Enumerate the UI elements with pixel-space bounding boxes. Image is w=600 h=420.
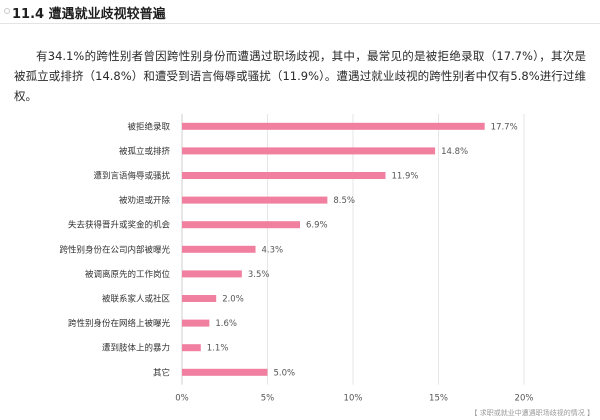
bar-chart: 0% 5% 10% 15% 20% 被拒绝录取 17.7% 被孤立或排挤 14.8% 遭到言语侮辱… (59, 114, 534, 404)
value-label: 4.3% (262, 245, 284, 255)
x-tick-label: 5% (261, 394, 275, 404)
section-title: 11.4 遭遇就业歧视较普遍 (12, 7, 166, 22)
category-label: 被孤立或排挤 (119, 146, 171, 157)
x-tick-label: 10% (344, 394, 363, 404)
value-label: 14.8% (441, 147, 468, 157)
value-label: 3.5% (248, 270, 270, 280)
bar (182, 172, 386, 179)
value-label: 17.7% (491, 122, 518, 132)
bar (182, 221, 300, 229)
section-divider (0, 23, 600, 24)
value-label: 8.5% (333, 196, 355, 206)
bar (182, 295, 217, 302)
category-label: 失去获得晋升或奖金的机会 (68, 220, 171, 231)
category-label: 遭到肢体上的暴力 (102, 343, 170, 354)
value-label: 2.0% (222, 295, 244, 305)
value-label: 6.9% (306, 221, 328, 231)
value-label: 1.6% (215, 319, 237, 329)
section-header: 11.4 遭遇就业歧视较普遍 (0, 0, 600, 24)
section-marker-icon (4, 8, 10, 14)
bar (182, 147, 436, 155)
bar (182, 319, 210, 327)
x-tick-label: 0% (175, 394, 189, 404)
x-tick-label: 15% (429, 394, 448, 404)
category-label: 被联系家人或社区 (102, 294, 171, 305)
value-label: 11.9% (391, 172, 418, 182)
category-label: 其它 (153, 367, 170, 378)
category-label: 被拒绝录取 (127, 121, 170, 132)
chart-caption: 【 求职或就业中遭遇职场歧视的情况 】 (470, 409, 594, 417)
category-label: 被劝退或开除 (119, 195, 171, 206)
bar (182, 270, 242, 278)
bar (182, 245, 256, 253)
x-tick-label: 20% (515, 394, 534, 404)
bar (182, 368, 268, 376)
bar (182, 122, 485, 130)
body-paragraph: 有34.1%的跨性别者曾因跨性别身份而遭遇过职场歧视，其中，最常见的是被拒绝录取… (14, 48, 586, 103)
category-label: 被调离原先的工作岗位 (85, 269, 171, 280)
value-label: 1.1% (207, 344, 229, 354)
category-label: 跨性别身份在公司内部被曝光 (59, 244, 170, 255)
category-label: 跨性别身份在网络上被曝光 (68, 318, 171, 329)
bar (182, 196, 328, 204)
category-label: 遭到言语侮辱或骚扰 (93, 171, 170, 182)
value-label: 5.0% (274, 368, 296, 378)
bar (182, 344, 201, 352)
